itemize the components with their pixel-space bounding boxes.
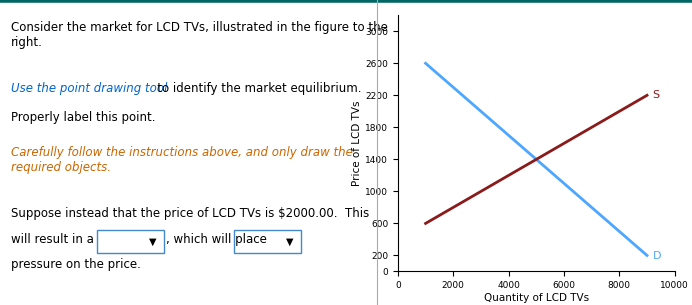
Text: pressure on the price.: pressure on the price.: [11, 258, 141, 271]
Text: ▼: ▼: [149, 237, 157, 247]
Text: , which will place: , which will place: [166, 233, 267, 246]
Text: to identify the market equilibrium.: to identify the market equilibrium.: [11, 82, 362, 95]
Text: Properly label this point.: Properly label this point.: [11, 111, 156, 124]
Text: S: S: [653, 89, 659, 99]
Text: will result in a: will result in a: [11, 233, 94, 246]
FancyBboxPatch shape: [97, 230, 165, 253]
X-axis label: Quantity of LCD TVs: Quantity of LCD TVs: [484, 293, 589, 303]
Text: Use the point drawing tool: Use the point drawing tool: [11, 82, 167, 95]
Text: Carefully follow the instructions above, and only draw the
required objects.: Carefully follow the instructions above,…: [11, 146, 353, 174]
Y-axis label: Price of LCD TVs: Price of LCD TVs: [352, 101, 363, 186]
FancyBboxPatch shape: [234, 230, 301, 253]
Text: ▼: ▼: [286, 237, 293, 247]
Text: D: D: [653, 251, 661, 261]
Text: Suppose instead that the price of LCD TVs is $2000.00.  This: Suppose instead that the price of LCD TV…: [11, 207, 370, 221]
Text: Consider the market for LCD TVs, illustrated in the figure to the
right.: Consider the market for LCD TVs, illustr…: [11, 21, 388, 49]
